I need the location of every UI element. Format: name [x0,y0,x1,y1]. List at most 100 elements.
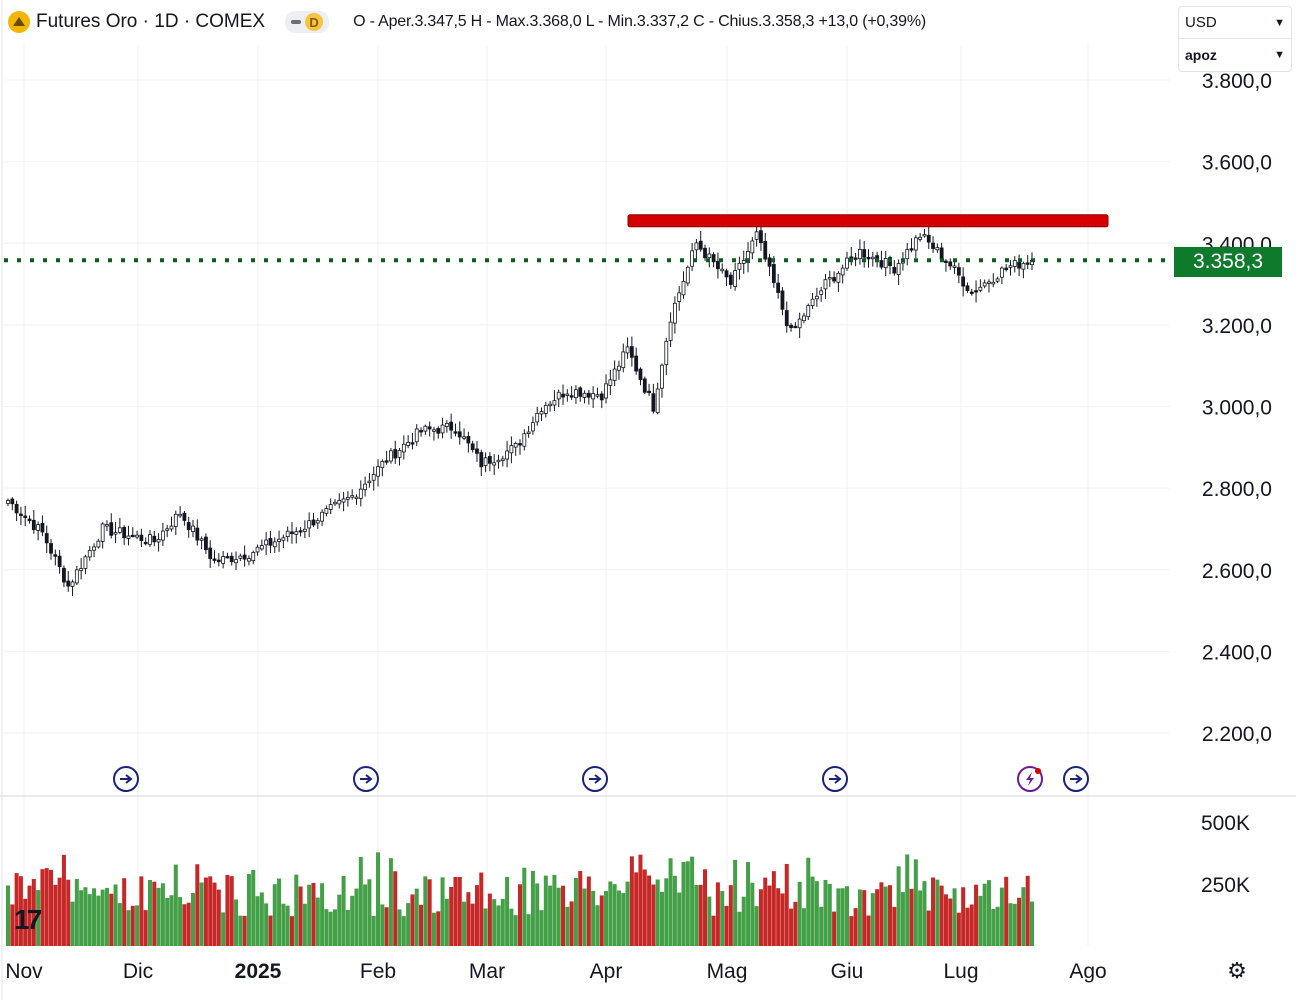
candle-body[interactable] [982,282,987,287]
candle-body[interactable] [333,501,337,505]
candle-body[interactable] [406,441,411,446]
candle-body[interactable] [492,462,497,466]
candle-body[interactable] [324,508,329,514]
candle-body[interactable] [419,430,423,433]
candle-body[interactable] [500,458,505,461]
candle-body[interactable] [466,436,471,444]
candle-body[interactable] [720,268,725,272]
candle-body[interactable] [974,290,978,293]
candle-body[interactable] [109,522,114,536]
candle-body[interactable] [672,302,677,324]
candle-body[interactable] [651,393,656,412]
candle-body[interactable] [496,459,501,463]
candle-body[interactable] [234,559,238,564]
candle-body[interactable] [664,340,669,365]
candle-body[interactable] [221,556,226,564]
candle-body[interactable] [178,513,183,517]
candle-body[interactable] [728,274,733,285]
candle-body[interactable] [565,393,570,396]
candle-body[interactable] [604,383,608,399]
candle-body[interactable] [574,389,578,399]
candle-body[interactable] [780,290,785,310]
candle-body[interactable] [518,443,522,446]
candle-body[interactable] [70,581,75,587]
candle-body[interactable] [251,551,256,561]
candle-body[interactable] [384,460,389,463]
candle-body[interactable] [913,237,918,251]
candle-body[interactable] [638,368,643,380]
candle-body[interactable] [703,247,707,259]
candle-body[interactable] [487,456,492,464]
candle-body[interactable] [62,567,66,583]
candle-body[interactable] [836,272,841,283]
candle-body[interactable] [952,265,957,268]
candle-body[interactable] [453,431,458,434]
candle-body[interactable] [539,411,544,415]
candle-body[interactable] [191,525,195,532]
collapse-icon[interactable] [291,20,302,24]
candle-body[interactable] [126,535,131,539]
candle-body[interactable] [74,569,79,584]
candle-body[interactable] [53,554,58,557]
candle-body[interactable] [376,466,380,477]
candle-body[interactable] [328,504,333,510]
candle-body[interactable] [995,278,1000,282]
candle-body[interactable] [302,528,307,532]
candle-body[interactable] [96,540,101,548]
candle-body[interactable] [561,393,565,398]
candle-body[interactable] [66,580,71,587]
candle-body[interactable] [845,257,849,269]
candle-body[interactable] [793,325,798,329]
candle-body[interactable] [776,282,781,293]
candle-body[interactable] [264,539,269,546]
candle-body[interactable] [509,445,514,454]
candle-body[interactable] [879,260,884,268]
candle-body[interactable] [840,267,845,276]
candle-body[interactable] [849,256,854,259]
candle-body[interactable] [1004,267,1009,270]
candle-body[interactable] [578,387,583,397]
candle-body[interactable] [143,541,148,545]
candle-body[interactable] [814,295,819,300]
candle-body[interactable] [483,457,488,466]
candle-body[interactable] [862,249,867,258]
candle-body[interactable] [763,241,768,260]
candle-body[interactable] [49,543,53,554]
candle-body[interactable] [737,262,742,270]
candle-body[interactable] [204,536,208,551]
candle-body[interactable] [427,426,432,430]
candle-body[interactable] [634,355,639,372]
candle-body[interactable] [896,263,901,276]
candle-body[interactable] [754,231,759,240]
candle-body[interactable] [354,496,359,500]
candle-body[interactable] [505,450,509,460]
candle-body[interactable] [23,515,28,518]
candle-body[interactable] [259,545,264,550]
candle-body[interactable] [195,527,200,541]
candle-body[interactable] [105,524,109,527]
candle-body[interactable] [759,230,763,243]
candle-body[interactable] [479,452,484,468]
candle-body[interactable] [746,251,750,263]
candle-body[interactable] [608,379,613,386]
candle-body[interactable] [698,240,703,250]
candle-body[interactable] [152,535,157,543]
candle-body[interactable] [19,513,23,516]
candle-body[interactable] [819,290,824,295]
candle-body[interactable] [707,253,712,259]
candle-body[interactable] [462,436,466,439]
candle-body[interactable] [543,405,548,414]
candle-body[interactable] [784,310,789,327]
candle-body[interactable] [285,530,290,537]
candle-body[interactable] [100,523,105,542]
candle-body[interactable] [569,395,574,398]
candle-body[interactable] [677,292,682,302]
candle-body[interactable] [358,488,363,499]
candle-body[interactable] [470,443,475,450]
candle-body[interactable] [165,528,170,531]
candle-body[interactable] [40,523,45,533]
candle-body[interactable] [268,538,273,546]
candle-body[interactable] [1025,262,1030,265]
candle-body[interactable] [944,260,948,263]
candle-body[interactable] [148,534,152,545]
